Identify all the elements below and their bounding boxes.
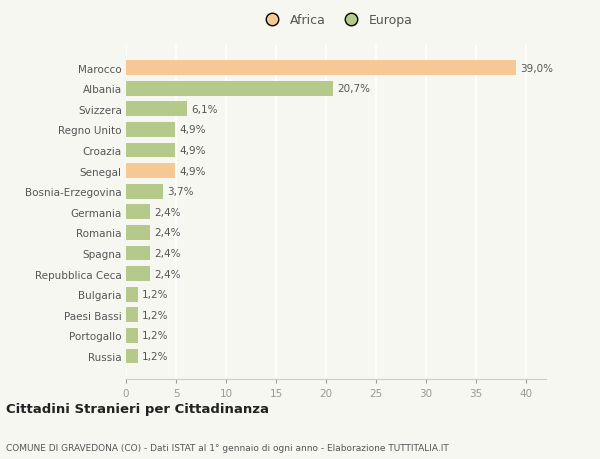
Bar (126, 287, 138, 302)
Bar (126, 143, 175, 158)
Text: 1,2%: 1,2% (142, 351, 169, 361)
Text: 1,2%: 1,2% (142, 330, 169, 341)
Bar (126, 61, 516, 76)
Bar (126, 225, 150, 240)
Text: 4,9%: 4,9% (179, 146, 205, 156)
Bar (126, 246, 150, 261)
Text: 6,1%: 6,1% (191, 105, 218, 114)
Text: 3,7%: 3,7% (167, 187, 193, 197)
Text: 39,0%: 39,0% (520, 63, 553, 73)
Bar (126, 308, 138, 322)
Text: 1,2%: 1,2% (142, 310, 169, 320)
Text: COMUNE DI GRAVEDONA (CO) - Dati ISTAT al 1° gennaio di ogni anno - Elaborazione : COMUNE DI GRAVEDONA (CO) - Dati ISTAT al… (6, 443, 449, 452)
Legend: Africa, Europa: Africa, Europa (255, 9, 417, 32)
Text: 2,4%: 2,4% (154, 269, 181, 279)
Bar (126, 328, 138, 343)
Bar (126, 102, 187, 117)
Bar (126, 205, 150, 220)
Bar (126, 82, 333, 96)
Bar (126, 185, 163, 199)
Text: 20,7%: 20,7% (337, 84, 370, 94)
Text: 2,4%: 2,4% (154, 207, 181, 217)
Text: 2,4%: 2,4% (154, 248, 181, 258)
Text: Cittadini Stranieri per Cittadinanza: Cittadini Stranieri per Cittadinanza (6, 403, 269, 415)
Bar (126, 267, 150, 281)
Bar (126, 349, 138, 364)
Bar (126, 123, 175, 138)
Text: 4,9%: 4,9% (179, 166, 205, 176)
Text: 2,4%: 2,4% (154, 228, 181, 238)
Bar (126, 164, 175, 179)
Text: 4,9%: 4,9% (179, 125, 205, 135)
Text: 1,2%: 1,2% (142, 290, 169, 299)
